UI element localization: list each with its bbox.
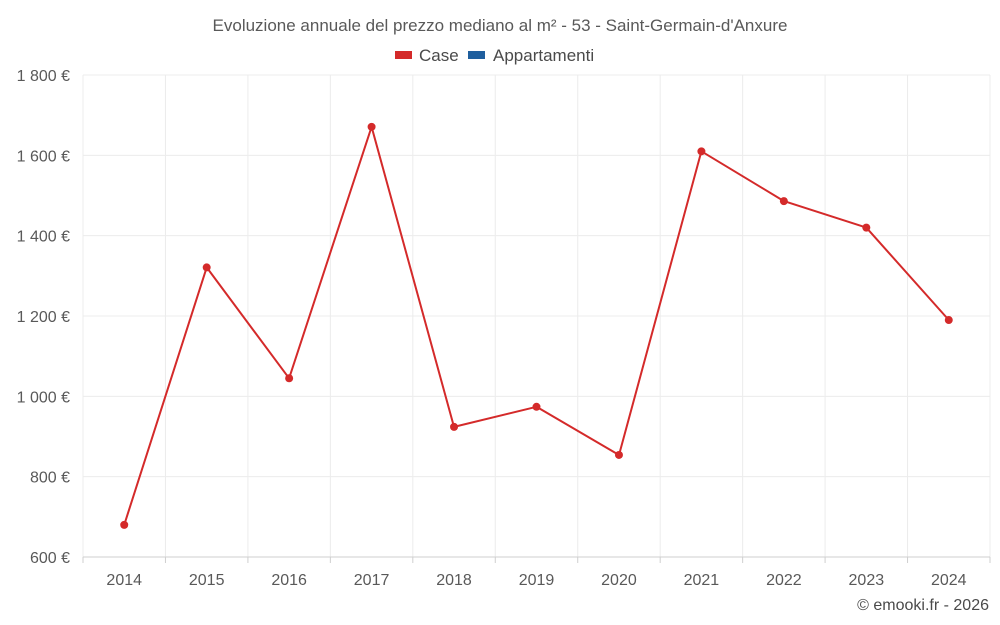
legend-item-case[interactable]: Case — [395, 46, 459, 65]
data-point[interactable] — [367, 122, 376, 131]
x-tick-label: 2023 — [849, 572, 885, 589]
y-tick-label: 1 400 € — [17, 229, 70, 246]
y-tick-label: 1 800 € — [17, 68, 70, 85]
y-tick-label: 800 € — [30, 470, 70, 487]
series-case — [120, 122, 953, 529]
data-point[interactable] — [862, 223, 871, 232]
data-point[interactable] — [697, 147, 706, 156]
x-tick-label: 2016 — [271, 572, 307, 589]
y-axis-labels: 600 € 800 € 1 000 € 1 200 € 1 400 € 1 600 € 1 … — [17, 68, 70, 567]
y-tick-label: 1 000 € — [17, 389, 70, 406]
data-point[interactable] — [779, 197, 788, 206]
y-gridlines — [83, 74, 990, 478]
x-tick-label: 2018 — [436, 572, 472, 589]
x-tick-label: 2015 — [189, 572, 225, 589]
x-tick-label: 2020 — [601, 572, 637, 589]
y-tick-label: 1 200 € — [17, 309, 70, 326]
x-axis-ticks — [82, 557, 991, 563]
y-tick-label: 600 € — [30, 550, 70, 567]
data-point[interactable] — [285, 374, 294, 383]
data-point[interactable] — [944, 316, 953, 325]
x-gridlines — [82, 75, 991, 557]
legend-label-case: Case — [419, 46, 459, 65]
data-point[interactable] — [532, 402, 541, 411]
x-tick-label: 2022 — [766, 572, 802, 589]
legend[interactable]: Case Appartamenti — [395, 46, 594, 65]
x-axis-labels: 2014 2015 2016 2017 2018 2019 2020 2021 2022 2023… — [106, 572, 966, 589]
x-tick-label: 2024 — [931, 572, 967, 589]
legend-label-appartamenti: Appartamenti — [493, 46, 594, 65]
data-point[interactable] — [202, 263, 211, 272]
data-point[interactable] — [614, 450, 623, 459]
x-tick-label: 2014 — [106, 572, 142, 589]
legend-item-appartamenti[interactable]: Appartamenti — [468, 46, 594, 65]
data-point[interactable] — [450, 422, 459, 431]
x-tick-label: 2017 — [354, 572, 390, 589]
data-point[interactable] — [120, 520, 129, 529]
legend-swatch-appartamenti — [468, 51, 485, 59]
x-tick-label: 2019 — [519, 572, 555, 589]
chart-title: Evoluzione annuale del prezzo mediano al… — [213, 16, 788, 35]
y-tick-label: 1 600 € — [17, 148, 70, 165]
x-tick-label: 2021 — [684, 572, 720, 589]
credit-text: © emooki.fr - 2026 — [857, 597, 989, 614]
legend-swatch-case — [395, 51, 412, 59]
